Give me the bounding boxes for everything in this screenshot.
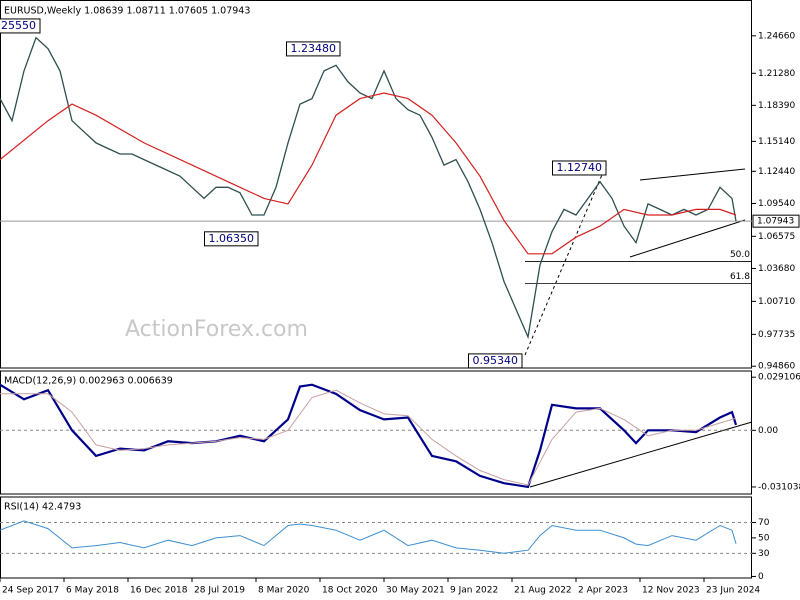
- panel-title: EURUSD,Weekly 1.08639 1.08711 1.07605 1.…: [4, 6, 250, 17]
- y-tick-label: 1.09540: [758, 199, 795, 209]
- y-tick-label: 0.94860: [758, 362, 795, 372]
- y-tick-label: 1.15140: [758, 137, 795, 147]
- x-tick-label: 2 Apr 2023: [578, 586, 628, 596]
- panel-title: MACD(12,26,9) 0.002963 0.006639: [4, 376, 173, 387]
- y-tick-label: -0.031038: [758, 482, 800, 492]
- y-tick-label: 0: [758, 572, 764, 582]
- annotation-box: [286, 41, 341, 57]
- channel-lower: [629, 219, 746, 258]
- annotation-label: 1.06350: [209, 232, 255, 245]
- y-tick-label: 1.21280: [758, 69, 795, 79]
- macd-panel: [0, 370, 752, 495]
- x-tick-label: 18 Oct 2020: [322, 586, 378, 596]
- y-tick-label: 70: [758, 518, 770, 528]
- x-tick-label: 12 Nov 2023: [642, 586, 700, 596]
- channel-upper: [639, 168, 746, 181]
- series-line: [0, 520, 737, 554]
- y-tick-label: 1.03680: [758, 264, 795, 274]
- y-tick-label: 1.24660: [758, 31, 795, 41]
- y-tick-label: 1.00710: [758, 297, 795, 307]
- last-price-label: 1.07943: [757, 217, 794, 227]
- panel-title: RSI(14) 42.4793: [4, 502, 81, 513]
- annotation-label: 1.23480: [291, 42, 337, 55]
- x-tick-label: 9 Jan 2022: [450, 586, 498, 596]
- fib-label: 61.8: [730, 272, 750, 282]
- y-tick-label: 50: [758, 533, 770, 543]
- series-line: [0, 389, 737, 486]
- annotation-box: [468, 353, 523, 369]
- annotation-box: [204, 231, 259, 247]
- annotation-label: 0.95340: [473, 354, 519, 367]
- annotation-label: 25550: [1, 19, 36, 32]
- y-tick-label: 0.029106: [758, 373, 800, 383]
- x-tick-label: 21 Aug 2022: [514, 586, 572, 596]
- x-tick-label: 28 Jul 2019: [194, 586, 245, 596]
- price-panel: [0, 0, 752, 369]
- series-line: [0, 92, 737, 255]
- last-price-box: [752, 214, 800, 228]
- x-tick-label: 23 Jun 2024: [706, 586, 760, 596]
- series-line: [0, 36, 737, 340]
- y-tick-label: 1.06575: [758, 232, 795, 242]
- fib-trend-line: [524, 162, 608, 356]
- x-tick-label: 24 Sep 2017: [2, 586, 59, 596]
- annotation-box: [552, 160, 607, 176]
- y-tick-label: 1.18390: [758, 101, 795, 111]
- x-tick-label: 30 May 2021: [386, 586, 445, 596]
- y-tick-label: 0.97735: [758, 330, 795, 340]
- y-tick-label: 1.12440: [758, 167, 795, 177]
- watermark: ActionForex.com: [125, 317, 308, 342]
- series-line: [0, 383, 738, 489]
- fib-label: 50.0: [730, 250, 750, 260]
- rsi-panel: [0, 496, 752, 579]
- x-tick-label: 8 Mar 2020: [258, 586, 310, 596]
- x-tick-label: 6 May 2018: [66, 586, 119, 596]
- y-tick-label: 0.00: [758, 426, 778, 436]
- macd-trend-line: [529, 421, 753, 488]
- annotation-box: [0, 18, 41, 34]
- x-tick-label: 16 Dec 2018: [130, 586, 188, 596]
- y-tick-label: 30: [758, 549, 770, 559]
- annotation-label: 1.12740: [557, 161, 603, 174]
